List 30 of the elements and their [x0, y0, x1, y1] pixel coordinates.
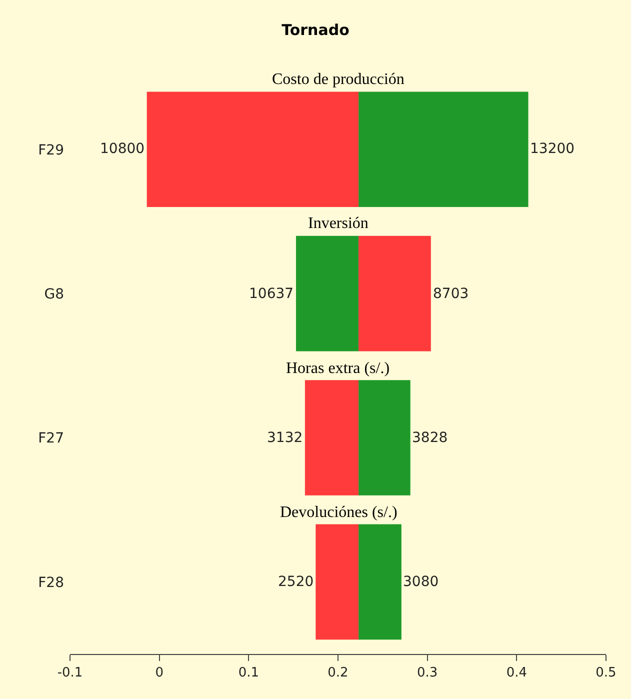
bar — [316, 524, 359, 640]
annotation: 10637 — [249, 286, 294, 302]
x-tick-label: 0.3 — [416, 666, 438, 681]
annotation: 8703 — [433, 286, 469, 302]
annotation: Horas extra (s/.) — [286, 360, 390, 377]
annotation: Inversión — [308, 215, 368, 232]
y-tick-label: F28 — [38, 574, 64, 591]
y-tick-label: F27 — [38, 430, 64, 447]
x-tick-label: 0 — [155, 666, 164, 681]
bar — [146, 92, 359, 208]
y-tick-label: G8 — [44, 286, 64, 302]
x-tick-label: -0.1 — [57, 666, 83, 681]
bar — [358, 380, 410, 496]
annotation: Costo de producción — [272, 71, 404, 88]
annotation: 2520 — [278, 574, 314, 590]
x-tick-label: 0.5 — [596, 666, 616, 681]
bar — [304, 380, 359, 496]
y-tick-label: F29 — [38, 142, 64, 158]
bar — [358, 524, 402, 640]
x-tick-label: 0.2 — [328, 666, 348, 681]
bar — [358, 92, 528, 208]
annotation: Devoluciónes (s/.) — [280, 504, 398, 521]
x-tick-label: 0.4 — [506, 666, 528, 681]
annotation: 10800 — [100, 141, 145, 157]
chart-title: Tornado — [282, 20, 350, 39]
x-tick-label: 0.1 — [238, 666, 260, 681]
annotation: 3080 — [403, 574, 439, 590]
annotation: 3828 — [412, 430, 448, 446]
annotation: 13200 — [530, 141, 575, 157]
annotation: 3132 — [267, 430, 303, 446]
